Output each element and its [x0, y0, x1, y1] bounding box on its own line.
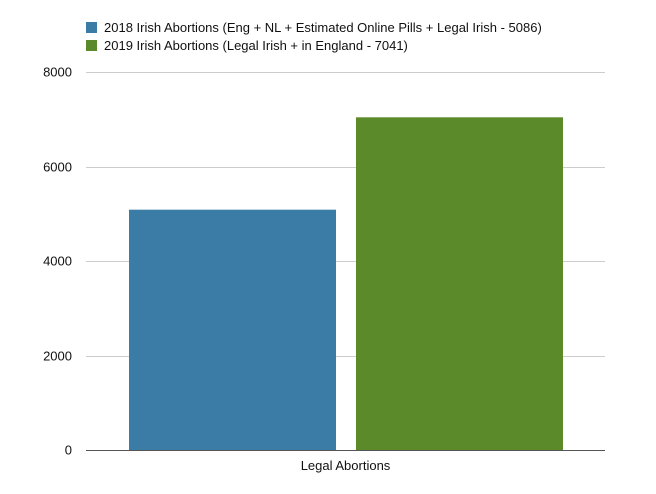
legend-label-2018: 2018 Irish Abortions (Eng + NL + Estimat…	[104, 19, 542, 35]
y-tick-label: 0	[65, 443, 72, 458]
legend-swatch-2018	[86, 21, 97, 33]
y-tick-label: 8000	[43, 65, 72, 80]
bar-2019	[356, 117, 563, 451]
legend-item-2018: 2018 Irish Abortions (Eng + NL + Estimat…	[86, 18, 542, 36]
legend-item-2019: 2019 Irish Abortions (Legal Irish + in E…	[86, 36, 542, 54]
bars	[129, 117, 563, 451]
legend-swatch-2019	[86, 39, 97, 51]
x-tick-label: Legal Abortions	[301, 458, 391, 473]
bar-2018	[129, 209, 336, 450]
y-axis-ticks: 0 2000 4000 6000 8000	[43, 65, 72, 458]
legend: 2018 Irish Abortions (Eng + NL + Estimat…	[86, 18, 542, 54]
legend-label-2019: 2019 Irish Abortions (Legal Irish + in E…	[104, 37, 408, 53]
y-tick-label: 6000	[43, 160, 72, 175]
y-tick-label: 2000	[43, 349, 72, 364]
x-axis-ticks: Legal Abortions	[301, 458, 391, 473]
y-tick-label: 4000	[43, 254, 72, 269]
